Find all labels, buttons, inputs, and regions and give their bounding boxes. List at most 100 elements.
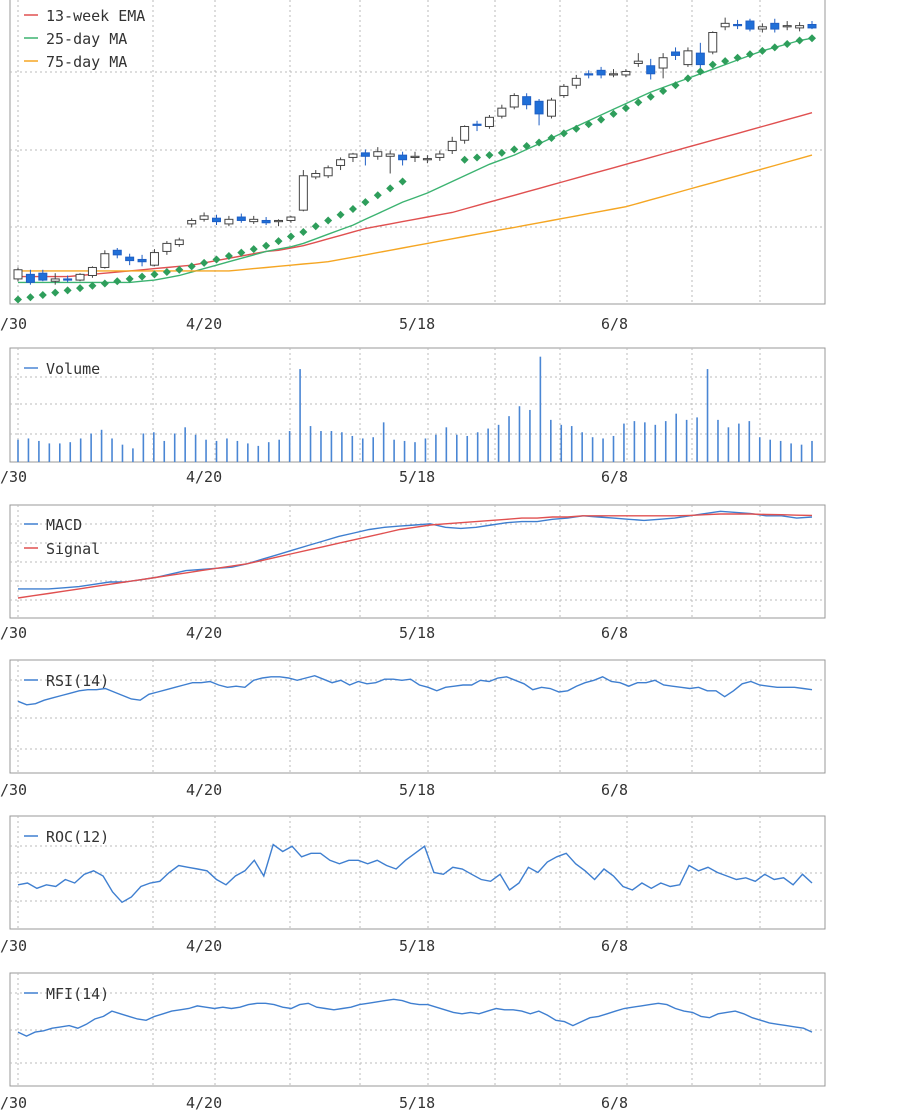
roc-series-line-0 [17, 843, 813, 904]
candle [509, 93, 519, 110]
sar-point [708, 60, 717, 69]
roc-xtick-0: /30 [0, 937, 27, 955]
sar-point [646, 92, 655, 101]
roc-grid [10, 816, 825, 929]
mfi-xtick-3: 6/8 [601, 1094, 628, 1112]
price-series-line-2 [18, 154, 813, 272]
macd-xtick-1: 4/20 [186, 624, 222, 642]
candle-body [125, 256, 135, 262]
rsi-xtick-1: 4/20 [186, 781, 222, 799]
sar-point [51, 288, 60, 297]
candle-body [435, 153, 445, 158]
rsi-x-axis: /30 4/20 5/18 6/8 [0, 781, 628, 799]
candle [559, 84, 569, 98]
candle-body [522, 96, 532, 106]
candle-body [25, 273, 35, 283]
candle-body [100, 253, 110, 268]
candle-body [683, 50, 693, 66]
sar-point [597, 115, 606, 124]
sar-point [398, 177, 407, 186]
candle-body [757, 26, 767, 30]
candle [112, 247, 122, 259]
sar-point [274, 237, 283, 246]
mfi-line [17, 998, 813, 1037]
mfi-xtick-1: 4/20 [186, 1094, 222, 1112]
sar-point [26, 293, 35, 302]
candle-body [745, 20, 755, 30]
sar-point [76, 284, 85, 293]
sar-point [249, 245, 258, 254]
candle [584, 70, 594, 79]
sar-point [497, 148, 506, 157]
roc-panel: ROC(12) /30 4/20 5/18 6/8 [0, 815, 826, 955]
candle [757, 23, 767, 33]
candle-body [199, 215, 209, 220]
candle [484, 115, 494, 129]
candle [174, 237, 184, 247]
candle [770, 18, 780, 33]
macd-xtick-2: 5/18 [399, 624, 435, 642]
candle-body [149, 252, 159, 266]
candle-body [571, 77, 581, 86]
candle [646, 58, 656, 80]
candle [447, 136, 457, 154]
legend-label-macd: MACD [46, 516, 82, 534]
sar-point [510, 145, 519, 154]
candle-body [795, 25, 805, 29]
rsi-xtick-2: 5/18 [399, 781, 435, 799]
candle [571, 74, 581, 89]
candle-body [162, 242, 172, 252]
mfi-panel-frame [9, 972, 826, 1087]
candle-body [621, 70, 631, 76]
price-x-axis: /30 4/20 5/18 6/8 [0, 315, 628, 333]
candle [224, 215, 234, 227]
sar-point [162, 268, 171, 277]
price-moving-averages [18, 37, 813, 284]
rsi-xtick-0: /30 [0, 781, 27, 799]
sar-point [88, 281, 97, 290]
candle-body [87, 266, 97, 276]
volume-legend: Volume [24, 360, 100, 378]
price-parabolic-sar [14, 34, 816, 304]
volume-xtick-2: 5/18 [399, 468, 435, 486]
candle-body [534, 100, 544, 115]
candle-body [770, 22, 780, 30]
candle [398, 151, 408, 166]
candle [609, 69, 618, 78]
candle [671, 47, 681, 61]
candle-body [336, 159, 346, 166]
candle-body [609, 73, 618, 76]
candle [522, 93, 532, 110]
candle [534, 98, 544, 126]
price-xtick-1: 4/20 [186, 315, 222, 333]
candle-body [584, 73, 594, 76]
macd-panel-frame [9, 504, 826, 619]
sar-point [721, 57, 730, 66]
candle-body [410, 155, 420, 158]
candle [410, 151, 420, 163]
candle [13, 267, 23, 282]
candle [745, 18, 755, 32]
mfi-x-axis: /30 4/20 5/18 6/8 [0, 1094, 628, 1112]
volume-xtick-0: /30 [0, 468, 27, 486]
candle-body [224, 218, 234, 225]
candle-body [348, 153, 358, 158]
sar-point [683, 74, 692, 83]
candle-body [50, 278, 60, 282]
candle [125, 253, 135, 266]
sar-point [14, 295, 22, 304]
candle-body [274, 219, 284, 223]
candle-body [38, 272, 48, 281]
candle [261, 217, 271, 226]
candle-body [807, 23, 817, 29]
mfi-panel: MFI(14) /30 4/20 5/18 6/8 [0, 972, 826, 1112]
candle [274, 219, 284, 227]
candle [38, 269, 48, 282]
candle [236, 213, 246, 223]
roc-legend: ROC(12) [24, 828, 109, 846]
candle [733, 19, 743, 30]
volume-x-axis: /30 4/20 5/18 6/8 [0, 468, 628, 486]
price-xtick-2: 5/18 [399, 315, 435, 333]
sar-point [237, 248, 246, 257]
candle [249, 215, 259, 224]
